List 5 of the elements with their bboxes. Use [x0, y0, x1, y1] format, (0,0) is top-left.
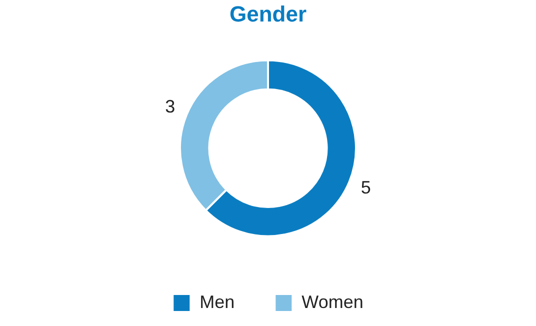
- data-label: 3: [165, 96, 176, 117]
- legend-label: Women: [302, 292, 364, 312]
- legend-label: Men: [200, 292, 235, 312]
- chart-title: Gender: [229, 1, 307, 26]
- data-label: 5: [360, 178, 371, 198]
